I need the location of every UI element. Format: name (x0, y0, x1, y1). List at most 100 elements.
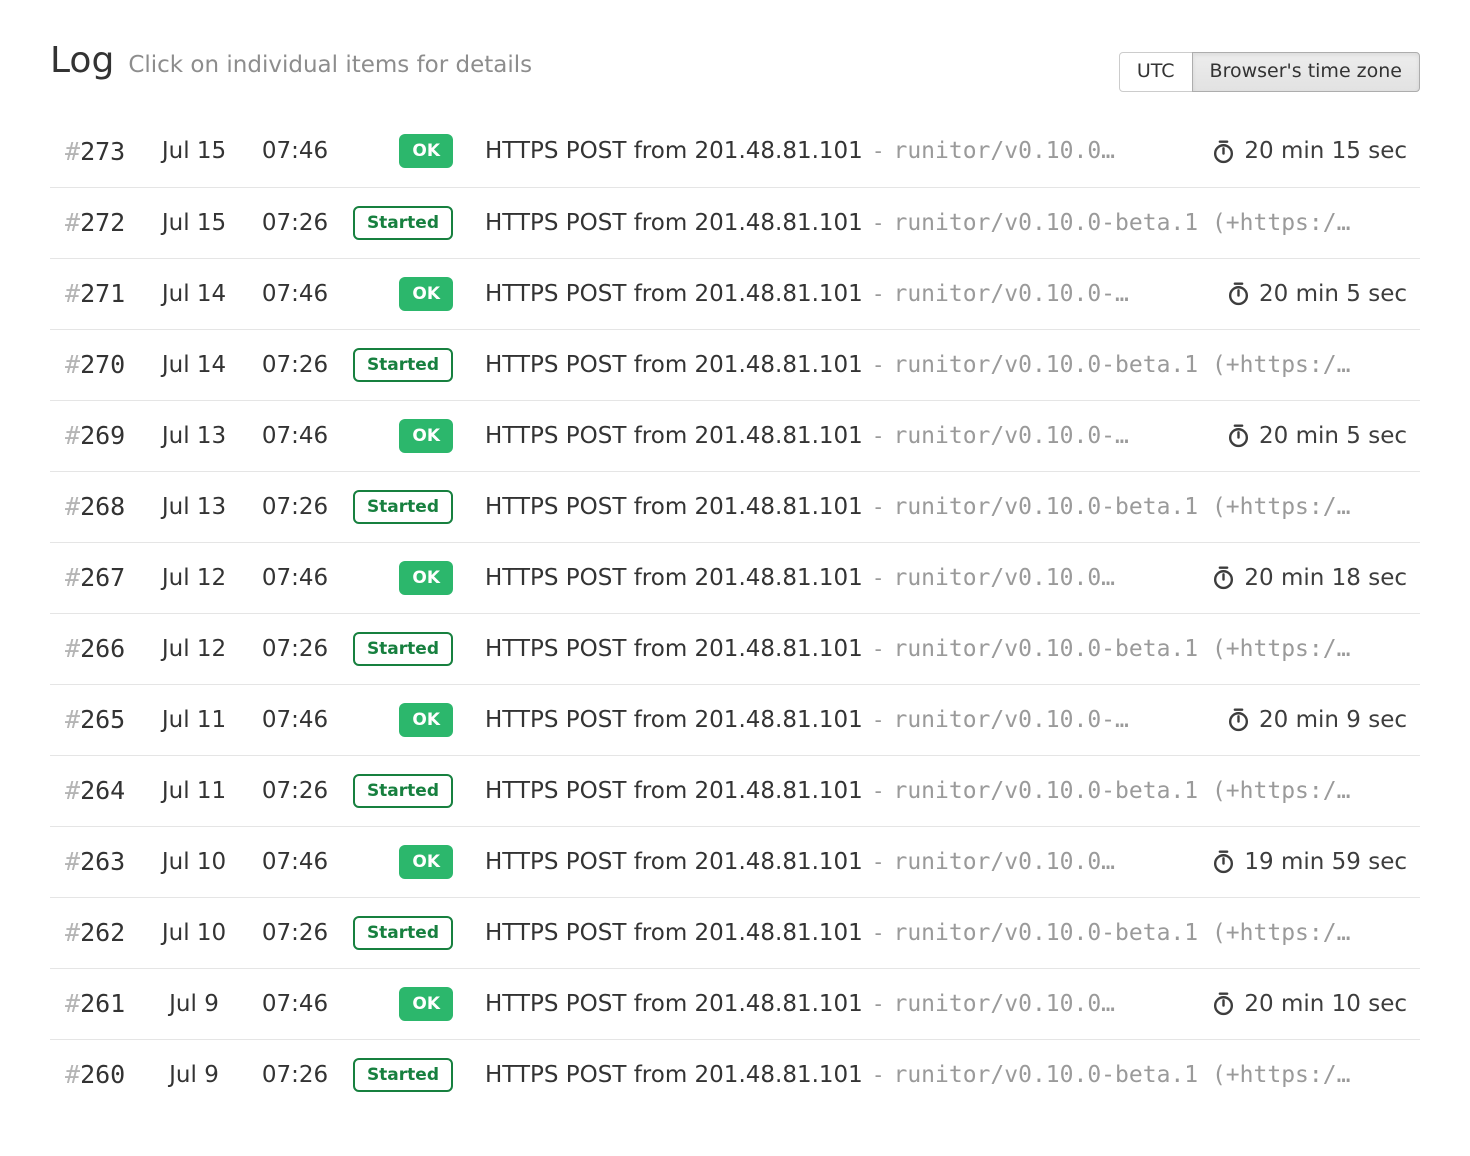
status-badge: OK (399, 560, 453, 595)
page-title: Log (50, 40, 115, 81)
row-status-cell: Started (342, 471, 453, 543)
event-text: HTTPS POST from 201.48.81.101 (485, 564, 863, 591)
row-description: HTTPS POST from 201.48.81.101- runitor/v0… (485, 423, 1407, 449)
row-date: Jul 11 (140, 684, 248, 756)
user-agent-text: runitor/v0.10.0-beta.1 (+https:/… (893, 493, 1351, 520)
row-id: 260 (80, 1060, 126, 1090)
row-description: HTTPS POST from 201.48.81.101- runitor/v0… (485, 494, 1407, 520)
row-description-cell: HTTPS POST from 201.48.81.101- runitor/v0… (453, 329, 1420, 401)
user-agent-text: runitor/v0.10.0… (893, 138, 1116, 165)
row-id-hash: # (65, 1060, 81, 1090)
row-description-cell: HTTPS POST from 201.48.81.101- runitor/v0… (453, 826, 1420, 898)
row-id-cell: #265 (50, 684, 140, 756)
log-row[interactable]: #261 Jul 9 07:46 OK HTTPS POST from 201.… (50, 968, 1420, 1040)
row-status-cell: Started (342, 1039, 453, 1110)
row-id: 264 (80, 776, 126, 805)
log-row[interactable]: #270 Jul 14 07:26 Started HTTPS POST fro… (50, 329, 1420, 401)
row-id-cell: #267 (50, 542, 140, 614)
event-text: HTTPS POST from 201.48.81.101 (485, 493, 863, 520)
event-text-wrap: HTTPS POST from 201.48.81.101- runitor/v0… (485, 494, 1350, 520)
log-row[interactable]: #273 Jul 15 07:46 OK HTTPS POST from 201… (50, 116, 1420, 188)
row-description: HTTPS POST from 201.48.81.101- runitor/v0… (485, 778, 1407, 804)
row-description: HTTPS POST from 201.48.81.101- runitor/v0… (485, 352, 1407, 378)
event-text-wrap: HTTPS POST from 201.48.81.101- runitor/v0… (485, 138, 1115, 164)
log-header: Log Click on individual items for detail… (50, 40, 1420, 116)
title-line: Log Click on individual items for detail… (50, 40, 1420, 81)
log-row[interactable]: #262 Jul 10 07:26 Started HTTPS POST fro… (50, 897, 1420, 969)
separator: - (871, 210, 885, 235)
row-date: Jul 15 (140, 116, 248, 188)
row-description: HTTPS POST from 201.48.81.101- runitor/v0… (485, 636, 1407, 662)
log-row[interactable]: #264 Jul 11 07:26 Started HTTPS POST fro… (50, 755, 1420, 827)
row-id: 268 (80, 492, 126, 521)
log-row[interactable]: #266 Jul 12 07:26 Started HTTPS POST fro… (50, 613, 1420, 685)
user-agent-text: runitor/v0.10.0-… (893, 422, 1129, 449)
status-badge: OK (399, 986, 453, 1021)
row-date: Jul 12 (140, 613, 248, 685)
row-time: 07:46 (248, 968, 342, 1040)
log-row[interactable]: #268 Jul 13 07:26 Started HTTPS POST fro… (50, 471, 1420, 543)
row-time: 07:26 (248, 897, 342, 969)
stopwatch-icon (1214, 566, 1234, 590)
row-date: Jul 15 (140, 187, 248, 259)
status-badge: Started (352, 347, 453, 382)
row-description: HTTPS POST from 201.48.81.101- runitor/v0… (485, 991, 1407, 1017)
stopwatch-icon (1214, 140, 1234, 163)
row-date: Jul 12 (140, 542, 248, 614)
log-row[interactable]: #260 Jul 9 07:26 Started HTTPS POST from… (50, 1039, 1420, 1110)
row-id: 263 (80, 847, 126, 876)
row-id-cell: #272 (50, 187, 140, 259)
row-time: 07:46 (248, 542, 342, 614)
log-row[interactable]: #269 Jul 13 07:46 OK HTTPS POST from 201… (50, 400, 1420, 472)
user-agent-text: runitor/v0.10.0-beta.1 (+https:/… (893, 209, 1351, 236)
log-row[interactable]: #263 Jul 10 07:46 OK HTTPS POST from 201… (50, 826, 1420, 898)
row-date: Jul 10 (140, 826, 248, 898)
duration-text: 20 min 18 sec (1244, 564, 1407, 591)
duration: 20 min 10 sec (1187, 991, 1407, 1017)
row-id-hash: # (65, 847, 81, 876)
row-id-hash: # (65, 918, 81, 947)
row-date: Jul 11 (140, 755, 248, 827)
log-row[interactable]: #267 Jul 12 07:46 OK HTTPS POST from 201… (50, 542, 1420, 614)
log-row[interactable]: #265 Jul 11 07:46 OK HTTPS POST from 201… (50, 684, 1420, 756)
row-description-cell: HTTPS POST from 201.48.81.101- runitor/v0… (453, 1039, 1420, 1110)
event-text: HTTPS POST from 201.48.81.101 (485, 919, 863, 946)
row-description-cell: HTTPS POST from 201.48.81.101- runitor/v0… (453, 471, 1420, 543)
separator: - (871, 636, 885, 661)
event-text: HTTPS POST from 201.48.81.101 (485, 138, 863, 165)
row-date: Jul 13 (140, 400, 248, 472)
event-text-wrap: HTTPS POST from 201.48.81.101- runitor/v0… (485, 352, 1350, 378)
row-date: Jul 14 (140, 329, 248, 401)
stopwatch-icon (1214, 992, 1234, 1016)
row-description-cell: HTTPS POST from 201.48.81.101- runitor/v0… (453, 897, 1420, 969)
status-badge: OK (399, 418, 453, 453)
row-id: 261 (80, 989, 126, 1018)
row-description-cell: HTTPS POST from 201.48.81.101- runitor/v0… (453, 258, 1420, 330)
separator: - (871, 565, 885, 590)
event-text-wrap: HTTPS POST from 201.48.81.101- runitor/v0… (485, 1062, 1350, 1088)
duration: 20 min 15 sec (1187, 138, 1407, 164)
separator: - (871, 778, 885, 803)
separator: - (871, 707, 885, 732)
utc-button[interactable]: UTC (1118, 52, 1193, 92)
log-row[interactable]: #271 Jul 14 07:46 OK HTTPS POST from 201… (50, 258, 1420, 330)
row-id: 267 (80, 563, 126, 592)
row-date: Jul 10 (140, 897, 248, 969)
row-date: Jul 9 (169, 1061, 219, 1088)
log-row[interactable]: #272 Jul 15 07:26 Started HTTPS POST fro… (50, 187, 1420, 259)
log-page: Log Click on individual items for detail… (50, 40, 1420, 1110)
row-id-hash: # (65, 492, 81, 521)
event-text: HTTPS POST from 201.48.81.101 (485, 1061, 863, 1088)
browser-timezone-button[interactable]: Browser's time zone (1191, 52, 1420, 92)
event-text: HTTPS POST from 201.48.81.101 (485, 209, 863, 236)
event-text-wrap: HTTPS POST from 201.48.81.101- runitor/v0… (485, 991, 1115, 1017)
separator: - (871, 849, 885, 874)
row-id-hash: # (65, 208, 81, 237)
row-status-cell: Started (342, 755, 453, 827)
status-badge: Started (352, 205, 453, 240)
separator: - (871, 352, 885, 377)
row-time: 07:26 (248, 755, 342, 827)
row-status-cell: OK (342, 968, 453, 1040)
row-time: 07:26 (261, 1061, 329, 1088)
row-description: HTTPS POST from 201.48.81.101- runitor/v0… (485, 1062, 1407, 1088)
